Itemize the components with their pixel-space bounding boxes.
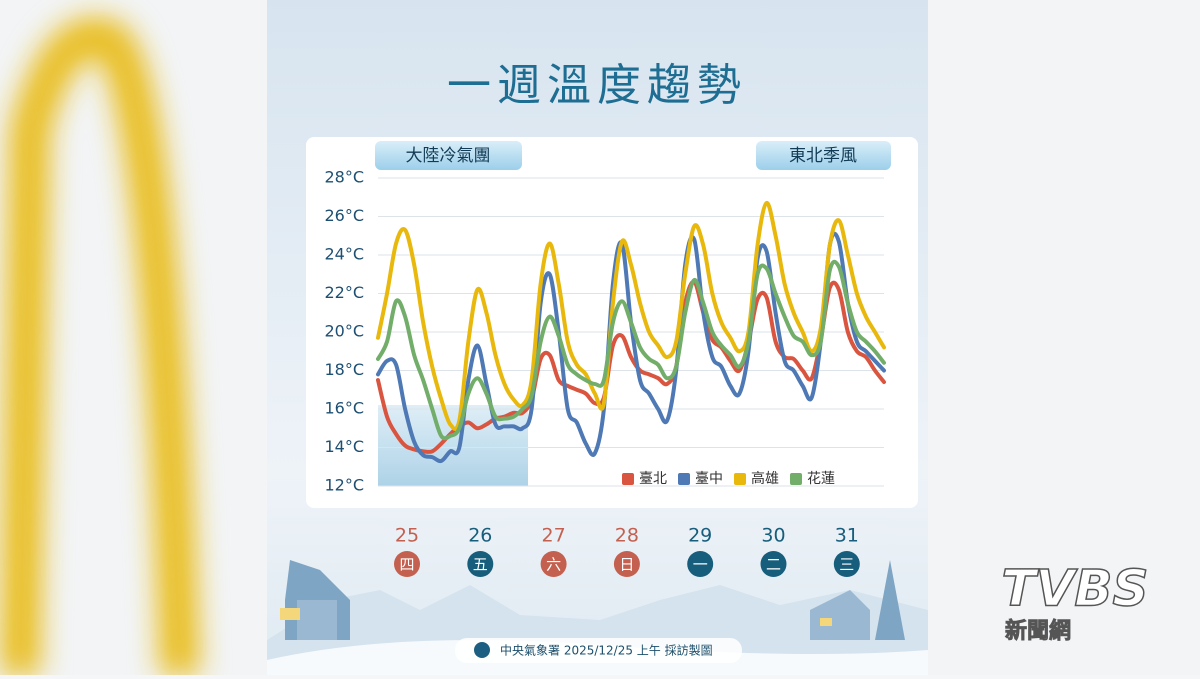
day-weekday: 三: [839, 556, 854, 574]
day-badge: [833, 551, 860, 577]
legend-swatch: [622, 473, 634, 485]
day-date: 26: [468, 525, 492, 547]
legend-label: 高雄: [751, 470, 779, 487]
day-weekday: 五: [473, 556, 488, 574]
day-badge: [613, 551, 640, 577]
y-tick-label: 20°C: [324, 322, 364, 341]
blur-decoration: [0, 17, 200, 676]
y-tick-label: 24°C: [324, 245, 364, 264]
annotation-box: [375, 141, 522, 170]
logo-brand: TVBS: [1002, 560, 1149, 618]
day-date: 25: [395, 525, 419, 547]
legend: 臺北 臺中 高雄 花蓮: [622, 470, 835, 487]
day-date: 27: [542, 525, 566, 547]
annotation-box: [756, 141, 891, 170]
day-date: 31: [835, 525, 859, 547]
y-tick-label: 18°C: [324, 360, 364, 379]
y-tick-label: 28°C: [324, 168, 364, 187]
legend-swatch: [734, 473, 746, 485]
footer-box: [455, 638, 742, 663]
day-date: 28: [615, 525, 639, 547]
footer: 中央氣象署 2025/12/25 上午 採訪製圖: [500, 643, 713, 658]
legend-swatch: [678, 473, 690, 485]
day-badge: [687, 551, 714, 577]
day-weekday: 日: [619, 556, 634, 574]
chart-title: 一週溫度趨勢: [447, 60, 747, 111]
day-weekday: 六: [546, 556, 561, 574]
lines: [376, 201, 886, 464]
day-weekday: 二: [766, 556, 781, 574]
legend-label: 花蓮: [807, 471, 835, 487]
annotation: 大陸冷氣團: [406, 146, 491, 166]
legend-swatch: [790, 473, 802, 485]
annotation: 東北季風: [789, 146, 857, 166]
day-date: 30: [761, 525, 785, 547]
day-weekday: 四: [399, 556, 414, 574]
day-badge: [394, 551, 420, 577]
y-tick-label: 22°C: [324, 283, 364, 302]
y-tick-label: 16°C: [324, 399, 364, 418]
y-tick-label: 12°C: [324, 476, 364, 495]
legend-label: 臺北: [639, 471, 667, 487]
series-line: [376, 201, 886, 431]
day-weekday: 一: [693, 556, 708, 574]
days: 25 四 26 五 27 六 28 日 29 一 30 二 31 三: [394, 525, 860, 577]
day-badge: [540, 551, 567, 577]
day-badge: [467, 551, 494, 577]
y-tick-label: 26°C: [324, 206, 364, 225]
y-tick-label: 14°C: [324, 437, 364, 456]
day-badge: [760, 551, 787, 577]
footer-icon: [474, 642, 490, 658]
day-date: 29: [688, 525, 712, 547]
logo-sub: 新聞網: [1005, 618, 1071, 644]
legend-label: 臺中: [695, 471, 723, 487]
grid: 12°C 14°C 16°C 18°C 20°C 22°C 24°C 26°C 28°C: [324, 168, 884, 495]
series-line: [376, 259, 886, 441]
